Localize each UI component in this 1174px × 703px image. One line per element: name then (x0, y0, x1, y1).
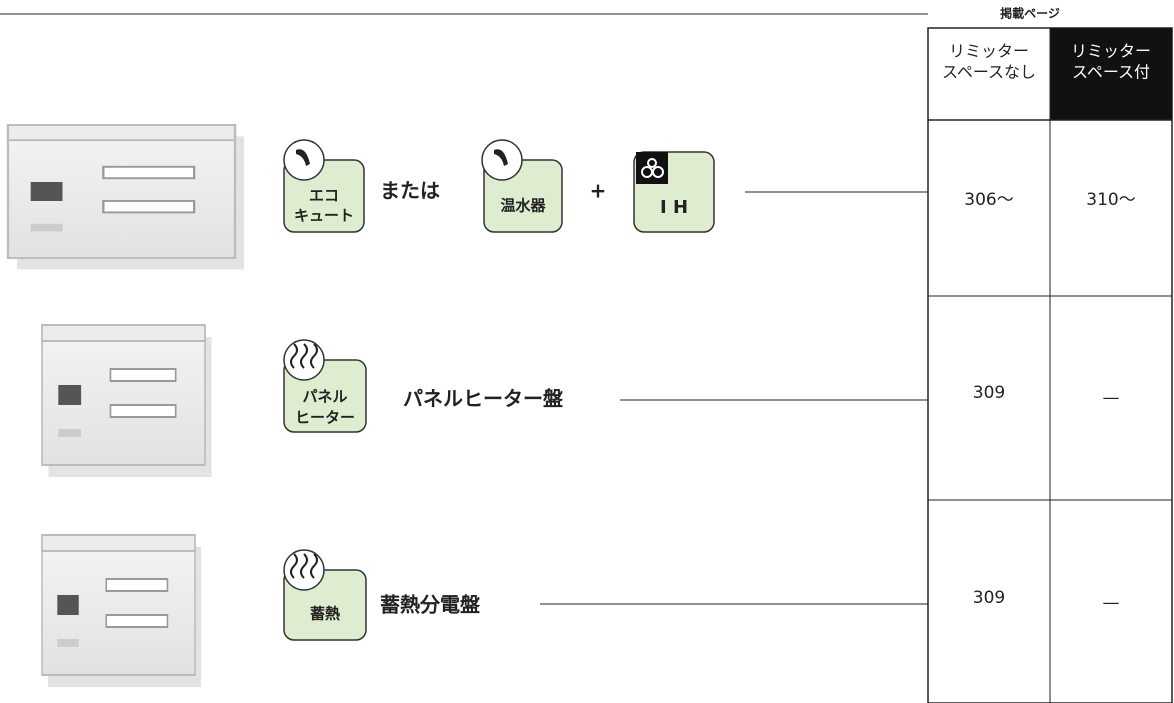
connector: + (590, 179, 607, 203)
header-title: 掲載ページ (1000, 6, 1060, 21)
icon-label: ヒーター (295, 409, 355, 427)
page-number: 310～ (1086, 190, 1135, 210)
icon: パネル ヒーター (283, 339, 367, 433)
icon-label: 蓄熱 (310, 605, 340, 623)
icon: 蓄熱 (283, 549, 367, 641)
panel-image (41, 534, 203, 688)
column-header: リミッター (949, 42, 1029, 61)
column-header: リミッター (1071, 42, 1151, 61)
item-name: 蓄熱分電盤 (380, 593, 481, 617)
icon: 温水器 (481, 139, 563, 233)
icon-label: I H (660, 197, 688, 218)
icon: エコ キュート (283, 139, 365, 233)
connector: または (380, 179, 440, 203)
icon-label: キュート (294, 207, 354, 225)
column-header-bg (1050, 28, 1172, 120)
page-number: — (1103, 593, 1120, 613)
icon-label: 温水器 (500, 197, 546, 215)
icon-label: パネル (302, 388, 347, 406)
icon-label: エコ (309, 187, 339, 205)
column-header: スペースなし (942, 63, 1036, 82)
page-number: 309 (973, 588, 1005, 608)
page-number: 306～ (964, 190, 1013, 210)
icon: I H (633, 151, 715, 233)
page-number: — (1103, 388, 1120, 408)
column-header: スペース付 (1072, 63, 1150, 82)
panel-image (6, 123, 246, 271)
page-number: 309 (973, 383, 1005, 403)
item-name: パネルヒーター盤 (403, 387, 564, 411)
panel-image (41, 324, 213, 478)
